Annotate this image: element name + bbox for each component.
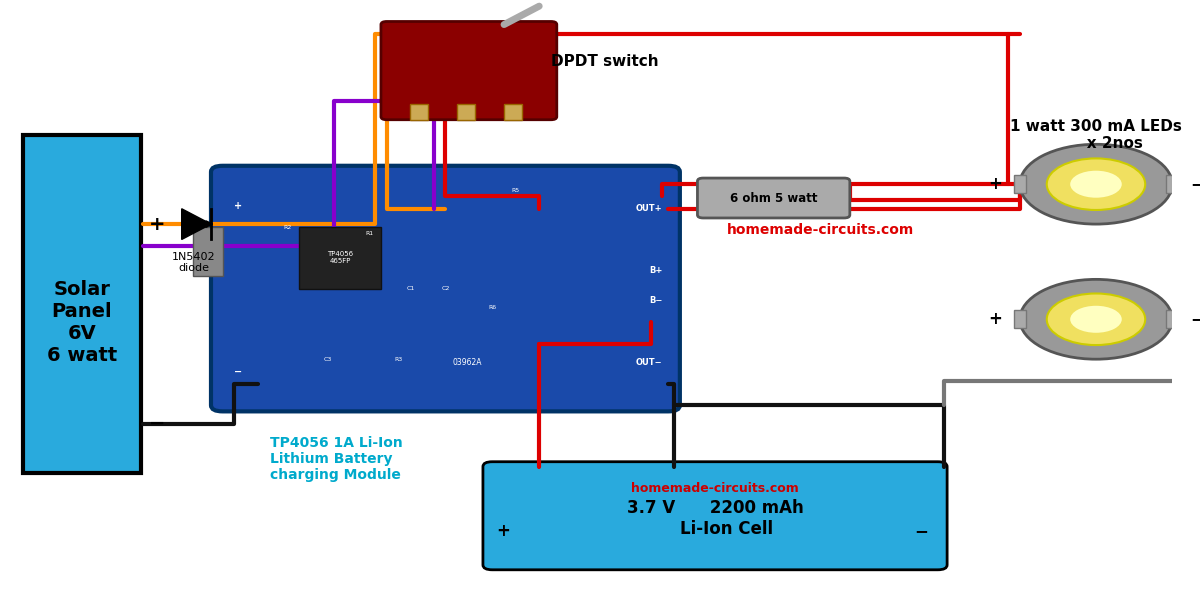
FancyBboxPatch shape — [1166, 310, 1178, 328]
Circle shape — [1070, 306, 1122, 333]
Circle shape — [1046, 158, 1145, 210]
Text: C2: C2 — [442, 286, 450, 291]
FancyBboxPatch shape — [504, 104, 522, 120]
FancyBboxPatch shape — [410, 104, 428, 120]
Text: TP4056
465FP: TP4056 465FP — [326, 251, 353, 265]
Text: TP4056 1A Li-Ion
Lithium Battery
charging Module: TP4056 1A Li-Ion Lithium Battery chargin… — [270, 436, 402, 483]
FancyBboxPatch shape — [299, 227, 380, 289]
Text: R5: R5 — [511, 188, 520, 193]
Text: −: − — [149, 414, 166, 433]
Text: OUT−: OUT− — [636, 358, 662, 367]
FancyBboxPatch shape — [1014, 310, 1026, 328]
Text: B+: B+ — [649, 266, 662, 274]
Text: −: − — [234, 367, 242, 376]
FancyBboxPatch shape — [193, 227, 223, 276]
Circle shape — [1020, 279, 1172, 359]
Text: +: + — [989, 175, 1002, 193]
Text: 1N5402
diode: 1N5402 diode — [172, 252, 215, 273]
Text: +: + — [496, 522, 510, 540]
FancyBboxPatch shape — [697, 178, 850, 218]
FancyBboxPatch shape — [1166, 175, 1178, 193]
Text: C1: C1 — [406, 286, 414, 291]
Text: R2: R2 — [283, 225, 292, 230]
FancyBboxPatch shape — [457, 104, 475, 120]
Text: R1: R1 — [365, 231, 373, 236]
Circle shape — [1070, 171, 1122, 198]
Text: −: − — [1189, 310, 1200, 328]
Text: C3: C3 — [324, 357, 332, 362]
Text: R6: R6 — [488, 305, 497, 309]
Circle shape — [1046, 293, 1145, 345]
Text: −: − — [914, 522, 928, 540]
Text: −: − — [1189, 175, 1200, 193]
Text: 1 watt 300 mA LEDs
       x 2nos: 1 watt 300 mA LEDs x 2nos — [1010, 119, 1182, 151]
Circle shape — [1020, 144, 1172, 224]
Text: homemade-circuits.com: homemade-circuits.com — [631, 481, 799, 495]
Text: OUT+: OUT+ — [636, 204, 662, 213]
Text: B−: B− — [649, 297, 662, 305]
Text: +: + — [149, 215, 166, 233]
FancyBboxPatch shape — [24, 135, 140, 473]
FancyBboxPatch shape — [211, 166, 680, 411]
Text: Solar
Panel
6V
6 watt: Solar Panel 6V 6 watt — [47, 280, 118, 365]
Polygon shape — [181, 209, 211, 239]
Text: homemade-circuits.com: homemade-circuits.com — [727, 223, 914, 237]
FancyBboxPatch shape — [482, 462, 947, 570]
Text: 6 ohm 5 watt: 6 ohm 5 watt — [730, 192, 817, 204]
Text: 03962A: 03962A — [452, 358, 482, 367]
FancyBboxPatch shape — [1014, 175, 1026, 193]
Text: 3.7 V      2200 mAh
    Li-Ion Cell: 3.7 V 2200 mAh Li-Ion Cell — [626, 499, 804, 538]
Text: DPDT switch: DPDT switch — [551, 54, 659, 69]
Text: R3: R3 — [395, 357, 403, 362]
Text: +: + — [234, 201, 242, 211]
FancyBboxPatch shape — [380, 21, 557, 120]
Text: +: + — [989, 310, 1002, 328]
